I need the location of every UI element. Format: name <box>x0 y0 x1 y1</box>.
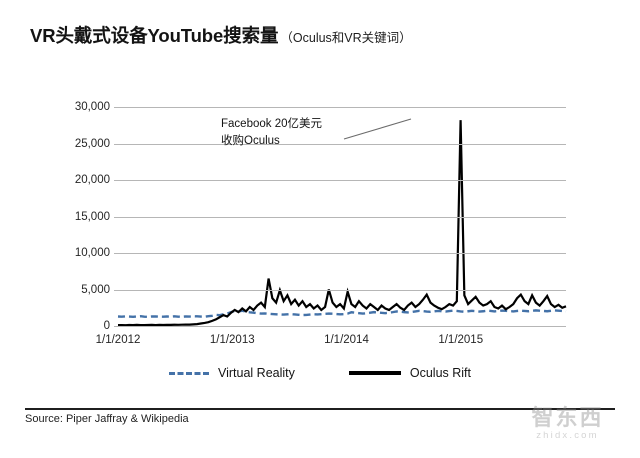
plot-area <box>117 107 567 327</box>
chart: 30,000 25,000 20,000 15,000 10,000 5,000 0 1/1… <box>52 101 567 354</box>
source-citation: Source: Piper Jaffray & Wikipedia <box>25 413 189 425</box>
y-axis-tick-label: 5,000 <box>81 283 110 296</box>
y-axis-tick-mark <box>114 253 120 254</box>
y-axis-tick-label: 0 <box>103 320 110 332</box>
title-sub-text: （Oculus和VR关键词） <box>280 31 412 45</box>
gridline <box>118 253 566 254</box>
legend-item-virtual-reality[interactable]: Virtual Reality <box>168 366 295 380</box>
y-axis-tick-mark <box>114 326 120 327</box>
y-axis-tick-label: 30,000 <box>74 101 110 113</box>
title-main-text: VR头戴式设备YouTube搜索量 <box>30 25 279 46</box>
x-axis-tick-label: 1/1/2015 <box>438 334 484 346</box>
y-axis-tick-label: 15,000 <box>74 210 110 223</box>
y-axis-tick-mark <box>114 289 120 291</box>
gridline <box>118 180 566 181</box>
y-axis: 30,000 25,000 20,000 15,000 10,000 5,000 0 <box>52 101 120 332</box>
gridline <box>118 107 566 108</box>
legend: Virtual Reality Oculus Rift <box>0 366 640 380</box>
watermark-logo-text: 智东西 <box>531 405 604 430</box>
y-axis-tick-label: 25,000 <box>74 137 110 150</box>
annotation-line-2: 收购Oculus <box>221 135 280 148</box>
y-axis-tick-label: 20,000 <box>74 174 110 186</box>
watermark-domain-text: zhidx.com <box>536 430 599 442</box>
series-line-virtual-reality <box>117 309 567 319</box>
y-axis-tick-mark <box>114 216 120 218</box>
watermark: 智东西 zhidx.com <box>505 406 630 452</box>
gridline <box>118 143 566 145</box>
annotation-line-1: Facebook 20亿美元 <box>221 118 322 130</box>
legend-label-virtual-reality: Virtual Reality <box>217 366 295 380</box>
x-axis-tick-label: 1/1/2014 <box>324 334 369 346</box>
y-axis-tick-mark <box>114 107 120 108</box>
annotation-label: Facebook 20亿美元 收购Oculus <box>221 116 322 151</box>
y-axis-tick-mark <box>114 180 120 181</box>
y-axis-tick-label: 10,000 <box>74 247 110 259</box>
page-title: VR头戴式设备YouTube搜索量 （Oculus和VR关键词） <box>30 22 412 48</box>
x-axis: 1/1/2012 1/1/2013 1/1/2014 1/1/2015 <box>96 334 566 354</box>
legend-label-oculus-rift: Oculus Rift <box>409 366 472 380</box>
x-axis-tick-label: 1/1/2013 <box>209 334 255 346</box>
footer-divider <box>25 408 615 410</box>
gridline <box>118 216 566 218</box>
legend-item-oculus-rift[interactable]: Oculus Rift <box>348 366 472 380</box>
series-line-oculus-rift <box>117 120 567 327</box>
x-axis-tick-label: 1/1/2012 <box>95 334 141 346</box>
y-axis-tick-mark <box>114 143 120 145</box>
series-layer <box>117 120 567 327</box>
x-axis-baseline <box>118 326 566 327</box>
legend-swatch-solid-icon <box>348 371 401 375</box>
legend-swatch-dashed-icon <box>168 371 209 375</box>
gridline <box>118 289 566 291</box>
